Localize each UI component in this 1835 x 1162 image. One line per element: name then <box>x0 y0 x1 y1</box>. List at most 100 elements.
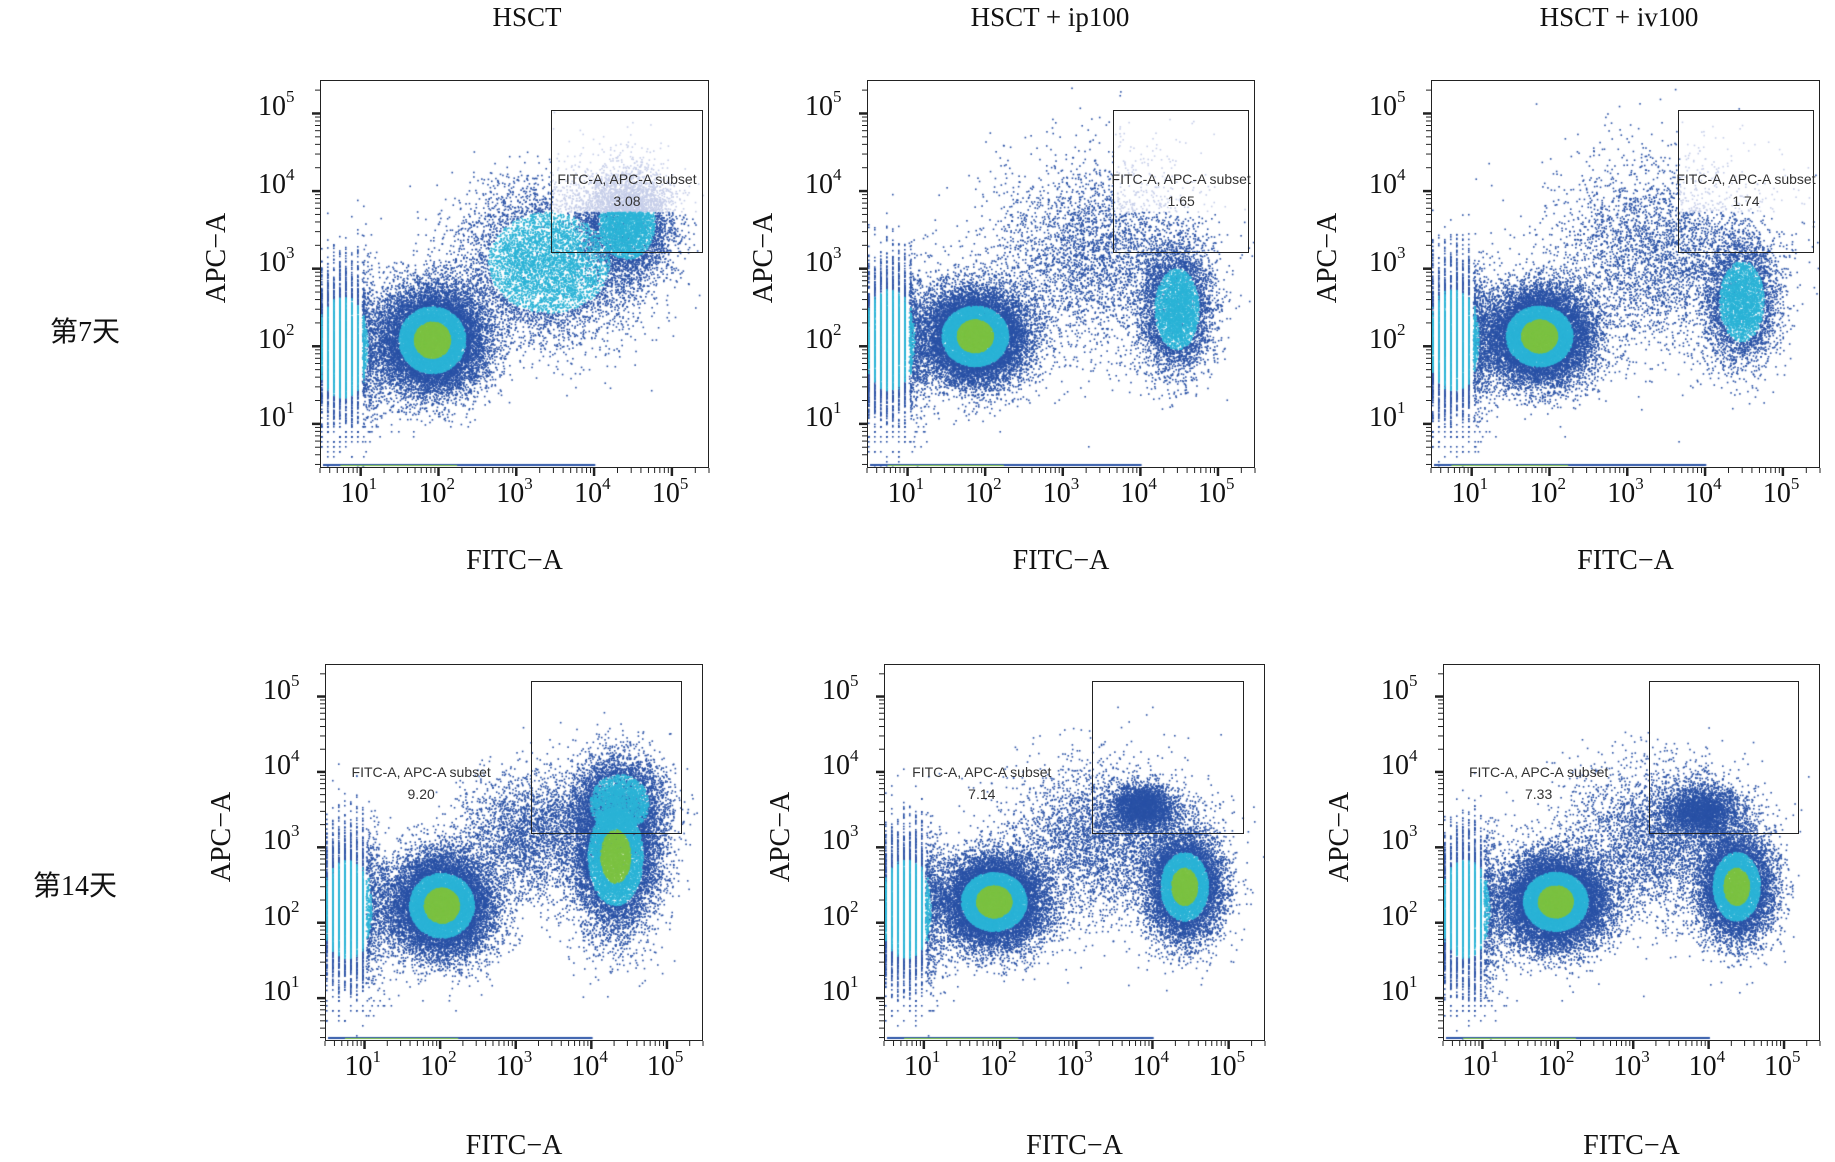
y-tick-label: 105 <box>822 670 859 706</box>
x-tick-label: 105 <box>651 474 689 509</box>
gate-label: FITC-A, APC-A subset 7.33 <box>1469 761 1608 805</box>
x-tick-label: 103 <box>1613 1047 1650 1082</box>
gate-percentage: 3.08 <box>613 192 641 209</box>
x-tick-label: 104 <box>1132 1047 1169 1082</box>
density-scatter <box>1444 665 1819 1040</box>
plot-area <box>1443 664 1820 1041</box>
x-tick-label: 103 <box>495 1047 533 1082</box>
gate-rectangle[interactable] <box>1678 110 1814 253</box>
density-scatter <box>885 665 1264 1040</box>
x-tick-label: 103 <box>496 474 533 509</box>
gate-name: FITC-A, APC-A subset <box>1676 170 1816 187</box>
x-tick-label: 104 <box>574 474 611 509</box>
plot-area <box>325 664 703 1041</box>
x-tick-label: 101 <box>887 474 925 509</box>
gate-name: FITC-A, APC-A subset <box>1111 170 1251 187</box>
column-title-hsct: HSCT <box>492 2 562 32</box>
x-tick-label: 104 <box>1120 474 1157 509</box>
x-tick-label: 104 <box>1685 474 1722 509</box>
x-tick-label: 105 <box>1208 1047 1246 1082</box>
y-axis-label: APC−A <box>1312 212 1343 304</box>
gate-label: FITC-A, APC-A subset 7.14 <box>912 761 1051 805</box>
x-tick-label: 101 <box>344 1047 382 1082</box>
y-axis-label: APC−A <box>765 791 796 882</box>
gate-rectangle[interactable] <box>1091 681 1245 835</box>
x-axis-label: FITC−A <box>1026 1130 1123 1161</box>
x-tick-label: 102 <box>1537 1047 1575 1082</box>
gate-percentage: 7.14 <box>968 785 996 802</box>
x-tick-label: 105 <box>1762 474 1800 509</box>
y-tick-label: 101 <box>1369 397 1406 433</box>
y-tick-label: 105 <box>805 87 842 123</box>
x-tick-label: 103 <box>1042 474 1080 509</box>
y-tick-label: 101 <box>258 397 295 433</box>
x-axis-label: FITC−A <box>1583 1130 1680 1161</box>
gate-label: FITC-A, APC-A subset 3.08 <box>557 168 696 212</box>
x-tick-label: 102 <box>1529 474 1566 509</box>
gate-name: FITC-A, APC-A subset <box>557 170 697 187</box>
y-tick-label: 104 <box>263 745 300 781</box>
y-tick-label: 103 <box>805 242 842 278</box>
y-tick-label: 103 <box>258 242 295 278</box>
density-scatter <box>326 665 702 1040</box>
gate-label: FITC-A, APC-A subset 9.20 <box>352 761 491 805</box>
gate-percentage: 7.33 <box>1524 785 1553 802</box>
column-title-hsct-iv100: HSCT + iv100 <box>1539 2 1699 32</box>
x-tick-label: 102 <box>980 1047 1017 1082</box>
gate-name: FITC-A, APC-A subset <box>912 763 1052 780</box>
x-tick-label: 101 <box>1462 1047 1499 1082</box>
gate-label: FITC-A, APC-A subset 1.74 <box>1676 168 1815 212</box>
y-tick-label: 103 <box>1369 242 1406 278</box>
y-tick-label: 101 <box>263 972 300 1008</box>
gate-rectangle[interactable] <box>551 110 703 253</box>
y-tick-label: 102 <box>258 320 295 356</box>
row-label-day7: 第7天 <box>50 317 121 348</box>
x-tick-label: 103 <box>1056 1047 1093 1082</box>
y-tick-label: 102 <box>263 896 300 932</box>
density-scatter <box>321 81 708 467</box>
axis-ticks <box>859 89 1256 476</box>
y-tick-label: 103 <box>263 821 300 857</box>
gate-percentage: 1.74 <box>1732 192 1760 209</box>
x-tick-label: 101 <box>903 1047 941 1082</box>
x-tick-label: 105 <box>1764 1047 1801 1082</box>
y-tick-label: 104 <box>805 165 842 201</box>
y-tick-label: 104 <box>258 165 295 201</box>
x-tick-label: 102 <box>418 474 455 509</box>
y-tick-label: 105 <box>1369 87 1406 123</box>
y-tick-label: 103 <box>1381 821 1418 857</box>
density-scatter <box>868 81 1254 467</box>
y-tick-label: 101 <box>805 397 842 433</box>
axis-ticks <box>1423 89 1821 476</box>
x-tick-label: 101 <box>340 474 378 509</box>
plot-area <box>867 80 1255 468</box>
plot-area <box>1431 80 1820 468</box>
gate-name: FITC-A, APC-A subset <box>1468 763 1609 780</box>
y-axis-label: APC−A <box>748 212 779 304</box>
axis-ticks <box>876 673 1266 1049</box>
x-axis-label: FITC−A <box>1577 545 1674 576</box>
y-tick-label: 105 <box>1381 670 1418 706</box>
y-tick-label: 102 <box>1381 896 1418 932</box>
y-tick-label: 104 <box>1381 745 1418 781</box>
gate-rectangle[interactable] <box>1648 681 1800 835</box>
x-axis-label: FITC−A <box>1012 545 1110 576</box>
plot-area <box>884 664 1265 1041</box>
y-tick-label: 103 <box>822 821 859 857</box>
density-scatter <box>1432 81 1819 467</box>
gate-rectangle[interactable] <box>1113 110 1249 253</box>
x-tick-label: 103 <box>1607 474 1644 509</box>
y-axis-label: APC−A <box>201 212 232 304</box>
y-tick-label: 102 <box>805 320 842 356</box>
gate-rectangle[interactable] <box>531 681 683 835</box>
y-axis-label: APC−A <box>1324 791 1355 882</box>
x-axis-label: FITC−A <box>465 1130 563 1161</box>
x-tick-label: 105 <box>646 1047 684 1082</box>
plot-area <box>320 80 709 468</box>
x-tick-label: 102 <box>420 1047 457 1082</box>
gate-percentage: 1.65 <box>1167 192 1195 209</box>
y-tick-label: 101 <box>822 972 859 1008</box>
y-tick-label: 104 <box>822 745 859 781</box>
column-title-hsct-ip100: HSCT + ip100 <box>970 2 1130 32</box>
gate-name: FITC-A, APC-A subset <box>351 763 491 780</box>
